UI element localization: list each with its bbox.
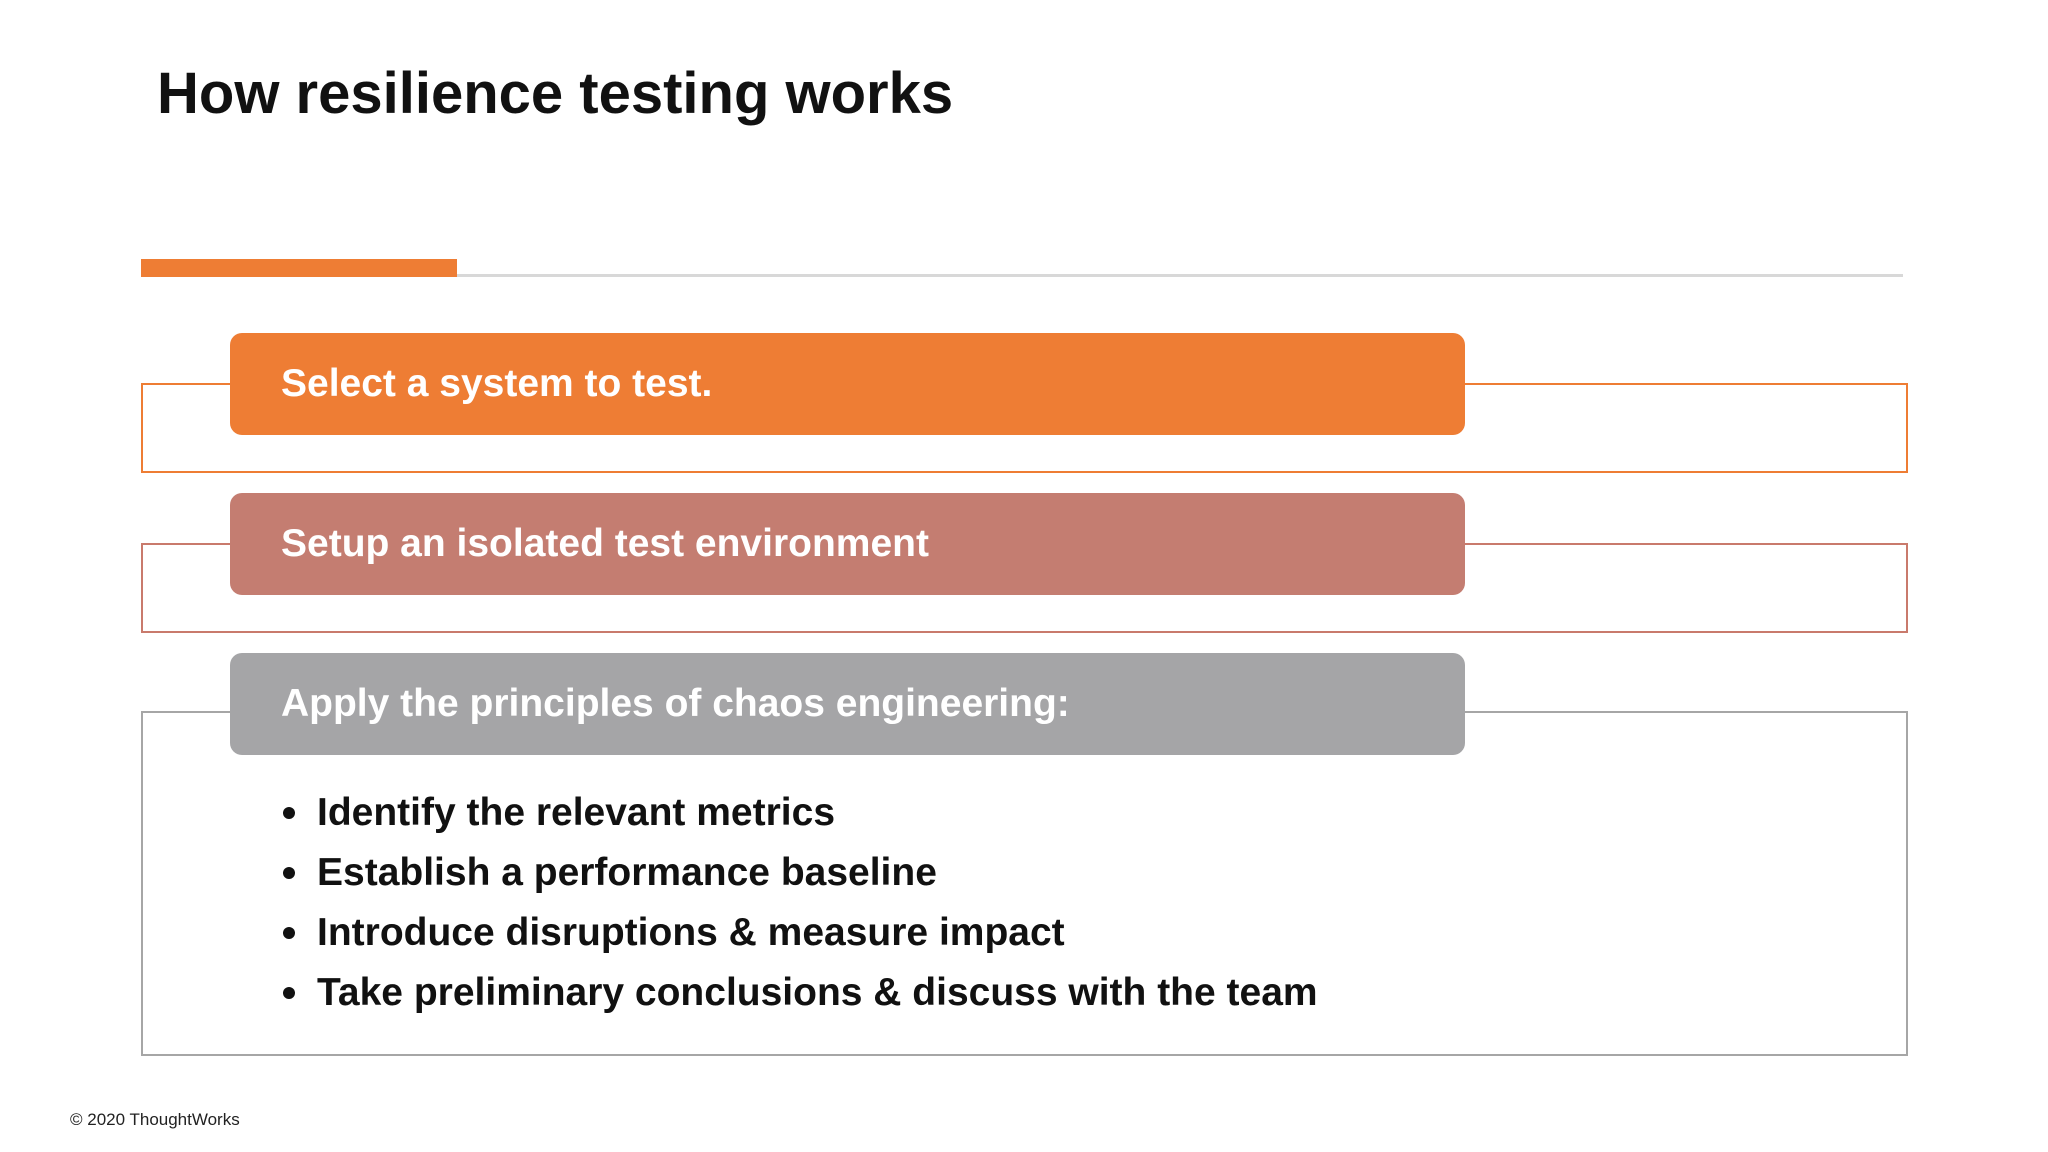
bullet-icon bbox=[283, 987, 295, 999]
copyright-footer: © 2020 ThoughtWorks bbox=[70, 1110, 240, 1129]
list-item: Establish a performance baseline bbox=[280, 843, 1318, 903]
bullet-icon bbox=[283, 867, 295, 879]
list-item: Identify the relevant metrics bbox=[280, 783, 1318, 843]
list-item: Introduce disruptions & measure impact bbox=[280, 903, 1318, 963]
step-2-header: Setup an isolated test environment bbox=[230, 493, 1465, 595]
list-item: Take preliminary conclusions & discuss w… bbox=[280, 963, 1318, 1023]
title-divider-line bbox=[141, 274, 1903, 277]
step-3-header: Apply the principles of chaos engineerin… bbox=[230, 653, 1465, 755]
slide-title: How resilience testing works bbox=[157, 61, 954, 126]
step-1-label: Select a system to test. bbox=[281, 362, 713, 405]
step-1-header: Select a system to test. bbox=[230, 333, 1465, 435]
list-item-text: Take preliminary conclusions & discuss w… bbox=[317, 971, 1318, 1014]
step-2-label: Setup an isolated test environment bbox=[281, 522, 929, 565]
chaos-principles-list: Identify the relevant metrics Establish … bbox=[280, 783, 1318, 1023]
step-3-label: Apply the principles of chaos engineerin… bbox=[281, 682, 1070, 725]
list-item-text: Introduce disruptions & measure impact bbox=[317, 911, 1065, 954]
list-item-text: Identify the relevant metrics bbox=[317, 791, 836, 834]
title-divider-accent bbox=[141, 259, 457, 277]
step-3-frame bbox=[141, 711, 1908, 1056]
bullet-icon bbox=[283, 927, 295, 939]
bullet-icon bbox=[283, 807, 295, 819]
list-item-text: Establish a performance baseline bbox=[317, 851, 937, 894]
